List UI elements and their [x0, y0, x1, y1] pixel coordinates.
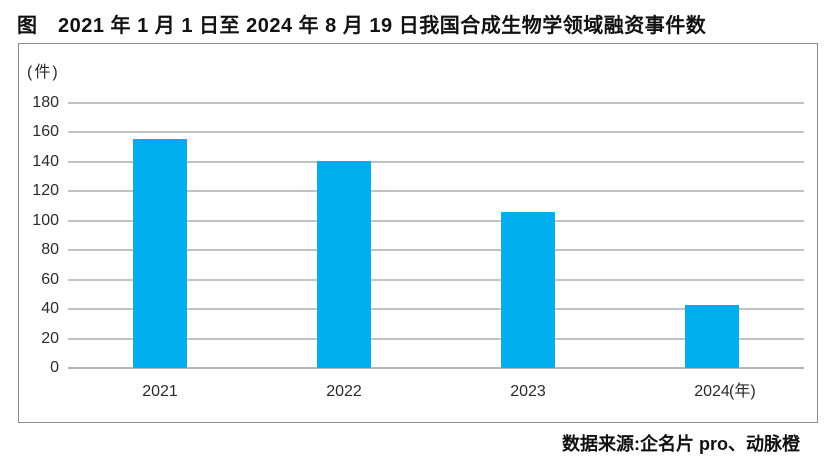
gridline: [68, 337, 804, 340]
x-axis-unit-suffix: (年): [729, 383, 756, 400]
x-tick-year: 2023: [510, 383, 546, 400]
x-tick-year: 2022: [326, 383, 362, 400]
x-tick-label: 2024 (年): [672, 382, 755, 402]
y-tick-label: 180: [32, 93, 59, 111]
figure-title: 图 2021 年 1 月 1 日至 2024 年 8 月 19 日我国合成生物学…: [17, 15, 707, 37]
x-tick-label: 2022: [304, 382, 384, 402]
chart-frame: (件) 0 20 40 60 80 100 120 140 160 180 2021 2022 2023…: [18, 43, 818, 423]
gridline: [68, 101, 804, 104]
gridline: [68, 308, 804, 310]
y-tick-label: 0: [50, 359, 59, 376]
y-tick-label: 140: [32, 152, 59, 170]
y-tick-label: 120: [32, 182, 59, 199]
data-source: 数据来源:企名片 pro、动脉橙: [562, 434, 800, 454]
x-tick-label: 2023: [488, 382, 568, 402]
gridline: [68, 160, 804, 163]
x-tick-year: 2021: [142, 383, 178, 400]
gridline: [68, 131, 804, 133]
gridline: [68, 249, 804, 251]
x-axis-line: [68, 367, 804, 369]
bar-2021: [133, 139, 187, 368]
x-tick-label: 2021: [120, 382, 200, 402]
y-tick-label: 60: [41, 270, 59, 288]
y-tick-label: 20: [41, 329, 59, 347]
bar-2024: [685, 305, 739, 368]
gridline: [68, 190, 804, 192]
gridline: [68, 278, 804, 281]
y-tick-label: 40: [41, 300, 59, 317]
gridline: [68, 219, 804, 222]
y-tick-label: 160: [32, 123, 59, 140]
y-tick-label: 80: [41, 241, 59, 258]
y-tick-label: 100: [32, 211, 59, 229]
bar-2023: [501, 212, 555, 368]
y-axis-unit-label: (件): [27, 64, 60, 81]
bar-2022: [317, 161, 371, 368]
x-tick-year: 2024: [694, 383, 730, 400]
